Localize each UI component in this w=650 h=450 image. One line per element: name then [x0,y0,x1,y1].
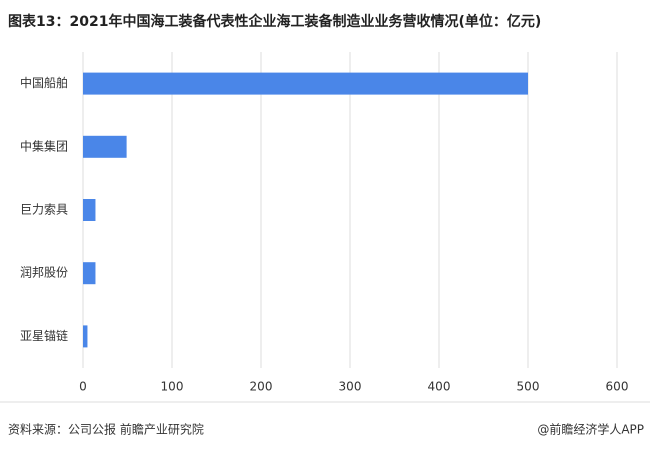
x-tick-label: 0 [79,380,87,394]
y-tick-label: 润邦股份 [20,266,68,280]
y-tick-label: 中国船舶 [20,75,68,90]
y-tick-label: 亚星锚链 [20,328,68,343]
credit: @前瞻经济学人APP [537,422,644,437]
x-tick-label: 400 [428,380,451,394]
x-tick-label: 200 [250,380,273,394]
bar [83,72,528,95]
chart-title: 图表13：2021年中国海工装备代表性企业海工装备制造业业务营收情况(单位：亿元… [8,13,541,30]
bar [83,199,96,221]
bar [83,325,88,348]
y-tick-label: 中集集团 [20,138,68,153]
y-tick-label: 巨力索具 [20,203,68,217]
bar [83,262,96,285]
source: 资料来源：公司公报 前瞻产业研究院 [8,422,204,437]
bar [83,135,127,158]
x-tick-label: 500 [517,380,540,394]
x-tick-label: 100 [161,380,184,394]
x-tick-label: 600 [606,380,629,394]
x-tick-label: 300 [339,380,362,394]
